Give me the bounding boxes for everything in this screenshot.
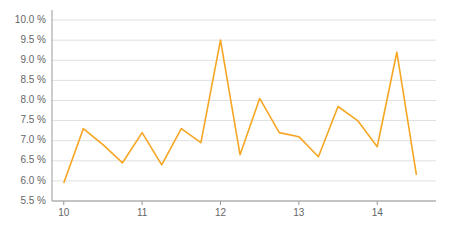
x-tick <box>377 201 378 205</box>
x-tick-label: 10 <box>58 207 70 218</box>
x-axis: 10 11 12 13 14 <box>52 201 436 218</box>
x-tick-label: 11 <box>137 207 148 218</box>
y-tick-label: 5.5 % <box>20 195 46 206</box>
grid-line <box>52 120 436 121</box>
grid-line <box>52 20 436 21</box>
y-axis-line <box>52 10 53 201</box>
grid-line <box>52 60 436 61</box>
y-tick-label: 10.0 % <box>15 14 46 25</box>
x-tick <box>142 201 143 205</box>
grid-line <box>52 40 436 41</box>
grid <box>52 20 436 201</box>
grid-line <box>52 180 436 181</box>
x-tick-label: 14 <box>372 207 384 218</box>
x-axis-line <box>52 201 436 202</box>
x-tick <box>63 201 64 205</box>
y-tick-label: 7.0 % <box>20 134 46 145</box>
x-tick <box>220 201 221 205</box>
plot-area <box>64 40 417 183</box>
y-tick-label: 9.5 % <box>20 34 46 45</box>
y-tick-label: 6.5 % <box>20 154 46 165</box>
chart: 5.5 % 6.0 % 6.5 % 7.0 % 7.5 % 8.0 % 8.5 % 9.0 %… <box>0 0 450 225</box>
y-tick-label: 9.0 % <box>20 54 46 65</box>
grid-line <box>52 160 436 161</box>
page: {"chart_data": {"type": "line", "x": [10… <box>0 0 450 225</box>
x-tick <box>298 201 299 205</box>
y-axis: 5.5 % 6.0 % 6.5 % 7.0 % 7.5 % 8.0 % 8.5 % 9.0 %… <box>15 10 52 206</box>
y-tick-label: 8.0 % <box>20 94 46 105</box>
data-line <box>64 40 417 183</box>
x-tick-label: 13 <box>293 207 305 218</box>
x-tick-label: 12 <box>215 207 227 218</box>
y-tick-label: 8.5 % <box>20 74 46 85</box>
grid-line <box>52 100 436 101</box>
y-tick-label: 7.5 % <box>20 114 46 125</box>
grid-line <box>52 80 436 81</box>
grid-line <box>52 201 436 202</box>
y-tick-label: 6.0 % <box>20 175 46 186</box>
